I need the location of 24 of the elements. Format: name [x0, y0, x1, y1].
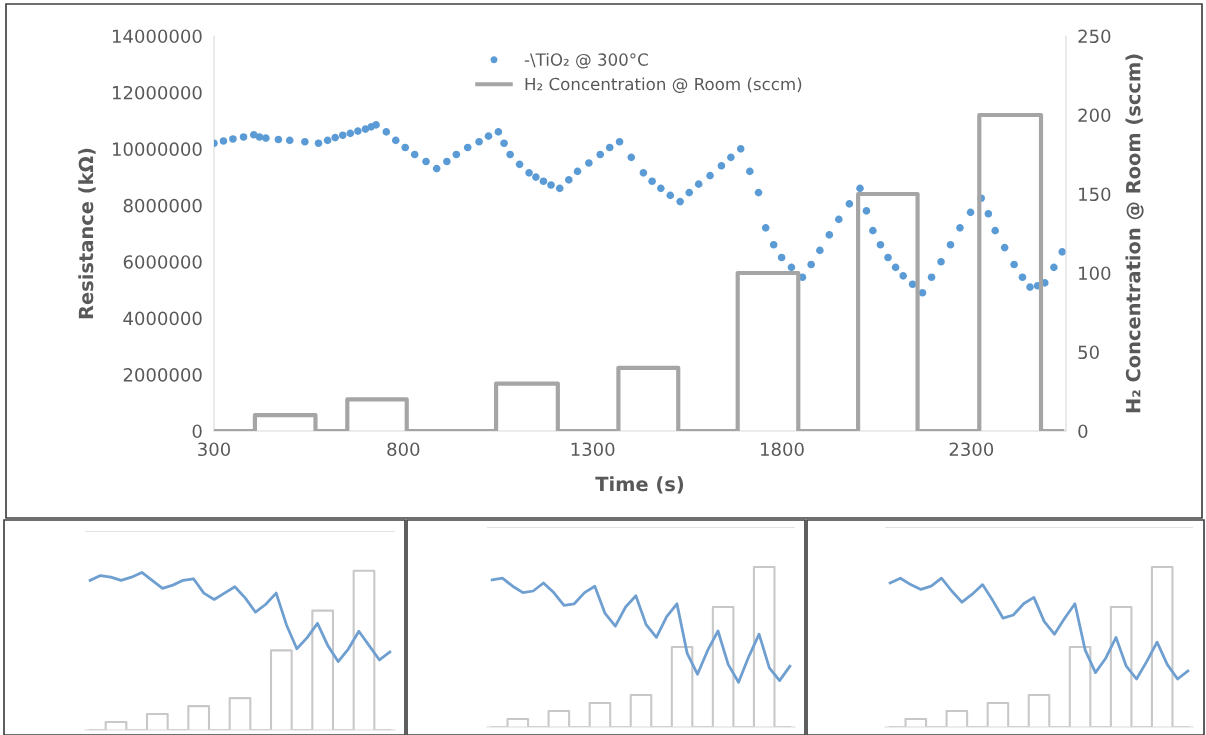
y-tick-label: 12000000: [112, 85, 202, 100]
y2-tick-label: 50: [1078, 345, 1099, 360]
y-tick-label: 8000000: [123, 198, 202, 213]
y2-tick-label: 200: [1078, 108, 1111, 123]
x-tick-label: 1800: [761, 442, 804, 457]
x-tick-label: 1300: [571, 442, 615, 457]
y2-tick-label: 100: [1079, 266, 1111, 281]
y-axis-title: Resistance (kΩ): [78, 148, 96, 319]
y-tick-label: 6000000: [123, 255, 202, 269]
y-tick-label: 14000000: [112, 29, 202, 44]
y-tick-label: 4000000: [123, 311, 202, 326]
y-tick-label: 10000000: [112, 142, 202, 156]
y-tick-label: 0: [192, 424, 202, 439]
legend-label: H₂ Concentration @ Room (sccm): [525, 77, 802, 93]
y2-tick-label: 250: [1078, 29, 1111, 44]
y2-tick-label: 150: [1079, 187, 1111, 202]
y2-tick-label: 0: [1078, 424, 1088, 439]
x-tick-label: 300: [198, 442, 231, 457]
y-tick-label: 2000000: [123, 368, 202, 382]
legend-label: -\TiO₂ @ 300°C: [524, 52, 648, 69]
x-tick-label: 2300: [949, 442, 994, 457]
x-tick-label: 800: [387, 442, 420, 457]
x-axis-title: Time (s): [595, 476, 684, 494]
y2-axis-title: H₂ Concentration @ Room (sccm): [1125, 54, 1144, 413]
